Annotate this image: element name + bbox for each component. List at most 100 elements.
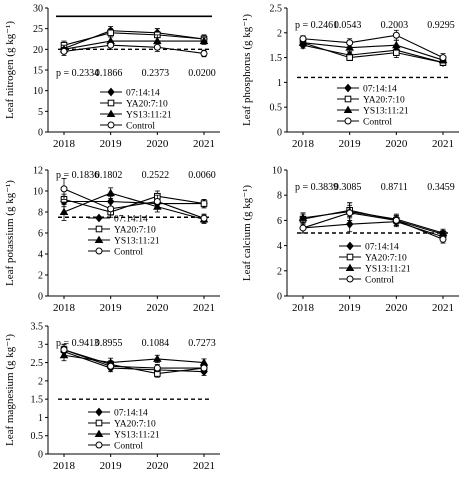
y-tick-label: 8 — [38, 208, 43, 219]
y-tick-label: 0 — [38, 292, 43, 303]
p-value-label: p = 0.2461 — [295, 20, 338, 31]
y-tick-label: 0 — [38, 450, 43, 461]
series-line — [63, 40, 204, 50]
series-line — [63, 195, 205, 213]
series-line — [63, 354, 205, 364]
x-tick-label: 2019 — [339, 138, 362, 150]
y-tick-label: 3 — [38, 340, 43, 351]
p-value-label: 0.2522 — [142, 170, 170, 181]
series-line — [63, 192, 205, 220]
p-value-label: 0.3459 — [427, 182, 455, 193]
legend-marker — [95, 419, 103, 427]
legend-marker — [94, 235, 104, 243]
data-point — [299, 224, 307, 232]
y-tick-label: 2.5 — [270, 4, 283, 15]
series-3 — [60, 177, 208, 223]
y-axis-label: Leaf potassium (g kg⁻¹) — [4, 180, 16, 286]
series-line — [302, 42, 444, 61]
y-tick-label: 0.5 — [31, 431, 44, 442]
legend-label: YS13:11:21 — [126, 111, 172, 121]
y-tick-label: 2 — [277, 266, 282, 277]
legend-marker — [95, 441, 103, 449]
y-axis-label: Leaf phosphorus (g kg⁻¹) — [241, 14, 253, 126]
p-value-label: p = 0.2334 — [56, 68, 99, 79]
legend-marker — [95, 247, 103, 255]
data-point — [60, 185, 68, 193]
legend-marker — [94, 429, 104, 437]
legend-label: YS13:11:21 — [365, 265, 411, 275]
legend-marker — [95, 213, 103, 223]
legend-label: YS13:11:21 — [114, 237, 160, 247]
x-tick-label: 2018 — [53, 460, 76, 472]
y-tick-label: 2 — [277, 28, 282, 39]
data-point — [60, 47, 68, 55]
data-point — [106, 188, 115, 197]
series-line — [63, 349, 205, 375]
legend-label: YA20:7:10 — [126, 100, 168, 110]
p-value-label: 0.3085 — [334, 182, 362, 193]
series-line — [302, 221, 444, 238]
y-tick-label: 0 — [38, 128, 43, 139]
data-point — [200, 49, 208, 57]
legend-label: 07:14:14 — [114, 215, 148, 225]
series-line — [302, 212, 444, 240]
legend-label: Control — [114, 442, 143, 452]
data-point — [439, 235, 447, 243]
series-2 — [298, 38, 448, 64]
x-tick-label: 2019 — [339, 302, 362, 314]
data-point — [107, 362, 115, 370]
y-tick-label: 2 — [38, 376, 43, 387]
legend-label: YA20:7:10 — [365, 254, 407, 264]
y-axis-label: Leaf calcium (g kg⁻¹) — [241, 185, 253, 281]
legend-marker — [344, 83, 352, 93]
x-tick-label: 2019 — [100, 138, 123, 150]
series-line — [63, 44, 205, 55]
legend-label: YA20:7:10 — [363, 96, 405, 106]
legend-marker — [95, 407, 103, 417]
data-point — [107, 41, 115, 49]
y-tick-label: 3.5 — [31, 322, 44, 333]
chart-phosphorus: 0 0.5 1 1.5 2 2.5 2018 2019 2020 2021 Leaf phospho… — [241, 4, 459, 150]
p-value-label: 0.1866 — [95, 68, 123, 79]
y-tick-label: 1 — [277, 78, 282, 89]
p-value-label: 0.2373 — [142, 68, 170, 79]
series-line — [64, 200, 204, 205]
p-value-label: p = 0.1836 — [56, 170, 99, 181]
legend-label: YA20:7:10 — [114, 420, 156, 430]
series-3 — [60, 40, 208, 58]
y-axis-label: Leaf nitrogen (g kg⁻¹) — [4, 21, 16, 119]
legend-marker — [346, 275, 354, 283]
legend-marker — [95, 225, 103, 233]
p-value-label: 0.8711 — [381, 182, 408, 193]
x-tick-label: 2020 — [146, 138, 169, 150]
data-point — [393, 49, 400, 56]
legend-marker — [343, 105, 353, 113]
y-tick-label: 1.5 — [31, 395, 44, 406]
y-axis-label: Leaf magnesium (g kg⁻¹) — [4, 334, 16, 446]
chart-potassium: 0 2 4 6 8 10 12 2018 2019 2020 2021 Leaf potassium … — [4, 166, 220, 314]
x-tick-label: 2021 — [432, 138, 454, 150]
y-tick-label: 4 — [277, 241, 282, 252]
legend-label: 07:14:14 — [114, 409, 148, 419]
y-tick-label: 1 — [38, 413, 43, 424]
series-3 — [299, 29, 447, 62]
legend-marker — [107, 99, 115, 107]
series-0 — [60, 195, 208, 210]
data-point — [298, 213, 308, 221]
x-tick-label: 2020 — [385, 302, 408, 314]
series-line — [63, 188, 205, 219]
data-point — [200, 364, 208, 372]
data-point — [346, 209, 354, 217]
x-tick-label: 2021 — [432, 302, 454, 314]
legend-label: YS13:11:21 — [114, 431, 160, 441]
p-value-label: p = 0.9413 — [56, 338, 99, 349]
series-line — [63, 349, 204, 369]
data-point — [199, 36, 209, 45]
legend-label: YA20:7:10 — [114, 226, 156, 236]
panel-potassium: 0 2 4 6 8 10 12 2018 2019 2020 2021 Leaf potassium … — [0, 160, 237, 320]
